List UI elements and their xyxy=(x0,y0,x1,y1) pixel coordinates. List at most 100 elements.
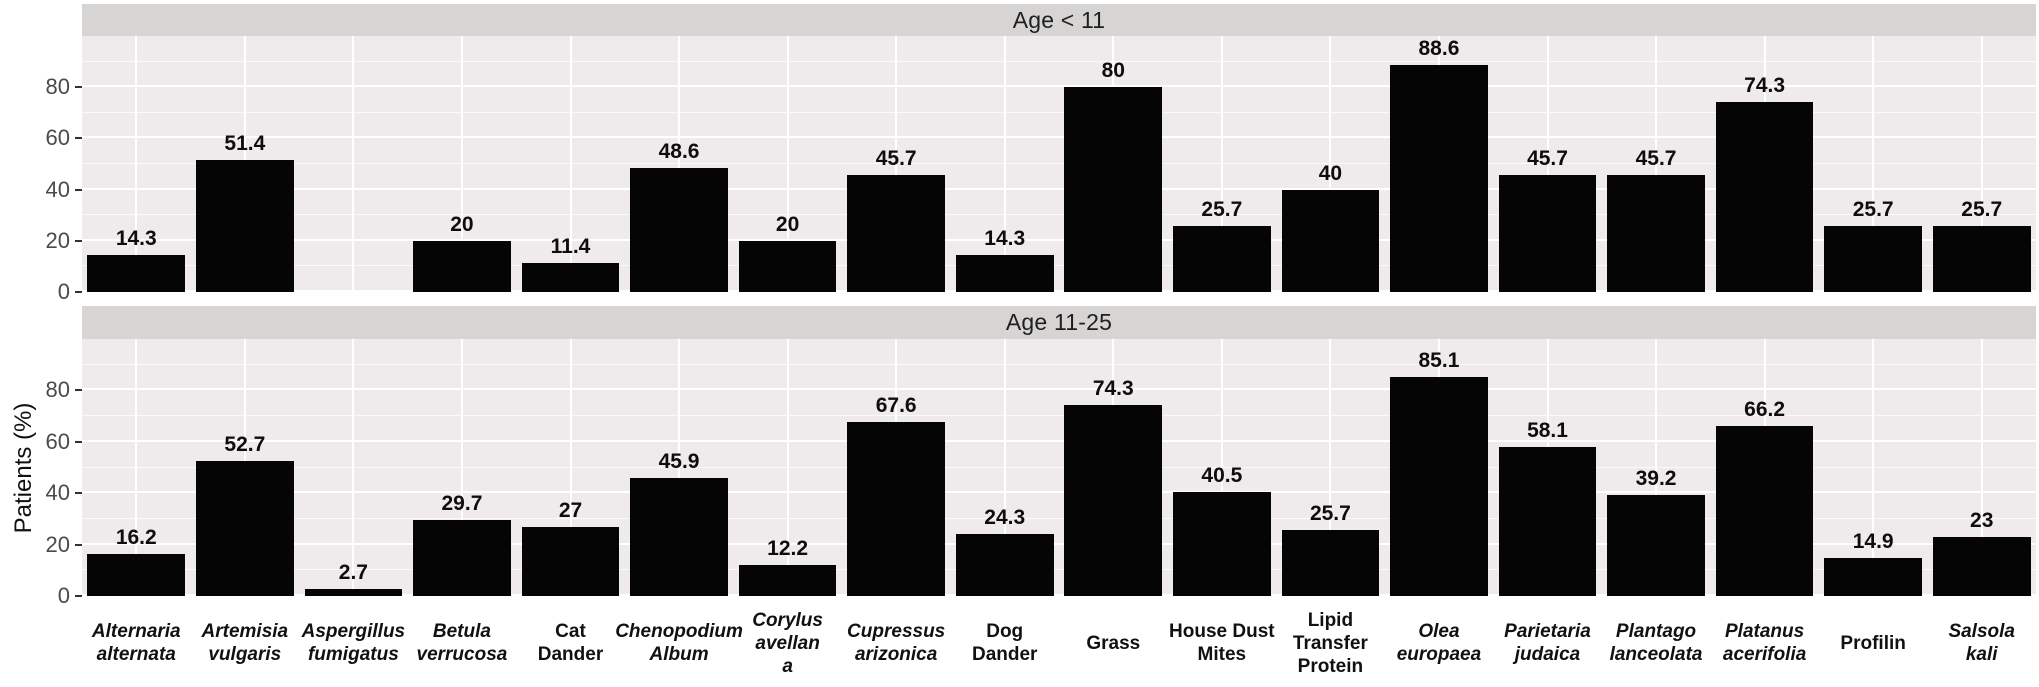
y-tick-mark xyxy=(75,86,82,89)
y-tick-mark xyxy=(75,239,82,242)
x-category-label-line: Salsola xyxy=(1948,621,2015,642)
gridline-v xyxy=(1220,36,1223,292)
x-category-label-line: Dander xyxy=(537,644,604,665)
bar-value-label: 40 xyxy=(1318,161,1343,185)
x-category-label-line: Alternaria xyxy=(91,621,181,642)
bar xyxy=(738,564,837,596)
x-category-label-line: Lipid xyxy=(1307,609,1354,631)
bar-value-label: 2.7 xyxy=(338,561,368,585)
bar-value-label: 12.2 xyxy=(767,536,809,560)
y-tick-mark xyxy=(75,291,82,293)
x-category-label-line: Aspergillus xyxy=(301,621,406,642)
x-category-label-line: alternata xyxy=(96,644,176,665)
x-category-label-line: Dander xyxy=(971,644,1038,665)
gridline-v xyxy=(1655,339,1658,596)
facet-strip: Age < 11 xyxy=(82,4,2036,36)
x-category-label: Parietaria judaica xyxy=(1493,602,1602,684)
gridline-h-major xyxy=(82,85,2036,88)
bar-value-label: 45.7 xyxy=(1635,147,1677,171)
y-tick-mark xyxy=(75,389,82,392)
gridline-v xyxy=(1980,36,1983,292)
bar xyxy=(847,175,945,292)
bar-value-label: 16.2 xyxy=(115,526,157,550)
bar xyxy=(87,255,186,292)
x-category-label-line: avellan xyxy=(755,632,820,654)
x-category-label-line: vulgaris xyxy=(208,644,282,665)
bar-value-label: 45.7 xyxy=(1527,147,1568,171)
y-tick-mark xyxy=(75,188,82,191)
bar xyxy=(413,240,511,292)
bar xyxy=(1932,536,2031,596)
y-tick-mark xyxy=(75,492,82,495)
x-category-label-line: europaea xyxy=(1396,644,1482,665)
bar-value-label: 40.5 xyxy=(1201,463,1243,487)
bar xyxy=(521,526,620,596)
gridline-h-minor xyxy=(82,415,2036,417)
gridline-v xyxy=(460,36,463,292)
x-category-label-line: Profilin xyxy=(1840,632,1906,654)
bar xyxy=(1172,226,1271,292)
y-tick-mark xyxy=(75,440,82,443)
x-category-label-line: Cupressus xyxy=(847,621,946,642)
x-category-label-line: Olea xyxy=(1418,621,1460,642)
y-tick-label: 20 xyxy=(45,531,70,557)
x-category-label-line: verrucosa xyxy=(416,644,508,665)
bar-value-label: 67.6 xyxy=(875,394,917,418)
x-category-label-line: Betula xyxy=(432,621,491,642)
x-category-label-line: Dog xyxy=(986,621,1024,642)
bar xyxy=(847,422,945,596)
gridline-h-major xyxy=(82,290,2036,292)
bar xyxy=(1715,425,1814,596)
x-category-label-line: kali xyxy=(1965,644,1998,665)
gridline-v xyxy=(678,339,681,596)
bar-value-label: 25.7 xyxy=(1201,198,1243,222)
gridline-h-minor xyxy=(82,265,2036,267)
facet-strip-title: Age < 11 xyxy=(1012,6,1106,33)
y-tick-label: 60 xyxy=(45,428,70,454)
gridline-v xyxy=(1329,339,1332,596)
x-category-label-line: Parietaria xyxy=(1504,621,1591,642)
bar xyxy=(1715,101,1814,292)
gridline-h-major xyxy=(82,439,2036,442)
x-category-label-line: Transfer xyxy=(1292,632,1368,654)
bar xyxy=(413,519,511,596)
gridline-v xyxy=(678,36,681,292)
bar-value-label: 39.2 xyxy=(1635,467,1677,491)
gridline-h-major xyxy=(82,187,2036,190)
x-category-label: Lipid Transfer Protein xyxy=(1276,602,1385,684)
gridline-h-minor xyxy=(82,517,2036,519)
bar-value-label: 29.7 xyxy=(441,491,483,515)
plot-panel: 14.3 51.4 20 11.4 48.6 20 45.7 14.3 80 25.7 40 88.6… xyxy=(82,36,2036,292)
gridline-v xyxy=(352,36,355,292)
gridline-v xyxy=(1003,339,1006,596)
gridline-h-minor xyxy=(82,214,2036,216)
y-tick-mark xyxy=(75,543,82,546)
bar xyxy=(630,167,728,292)
x-category-label: Salsola kali xyxy=(1927,602,2036,684)
facet-strip: Age 11-25 xyxy=(82,306,2036,339)
x-category-label: Cupressus arizonica xyxy=(842,602,951,684)
gridline-h-major xyxy=(82,238,2036,241)
x-category-label: Olea europaea xyxy=(1385,602,1494,684)
bar-value-label: 25.7 xyxy=(1309,501,1351,525)
bar-value-label: 20 xyxy=(775,212,800,236)
x-category-label: Alternaria alternata xyxy=(82,602,191,684)
bar xyxy=(521,262,620,292)
y-tick-mark xyxy=(75,137,82,140)
gridline-h-minor xyxy=(82,466,2036,468)
x-category-label: Aspergillus fumigatus xyxy=(299,602,408,684)
bar xyxy=(1498,446,1597,596)
x-category-label: Betula verrucosa xyxy=(408,602,517,684)
x-category-label: Chenopodium Album xyxy=(615,602,743,684)
x-category-label: House Dust Mites xyxy=(1168,602,1277,684)
bar xyxy=(195,460,294,596)
x-category-label-line: Platanus xyxy=(1725,621,1805,642)
gridline-h-minor xyxy=(82,163,2036,164)
bar-value-label: 66.2 xyxy=(1744,397,1786,421)
bar-value-label: 80 xyxy=(1101,59,1125,83)
y-tick-mark xyxy=(75,595,82,597)
bar-value-label: 51.4 xyxy=(224,132,266,156)
x-category-label-line: Artemisia xyxy=(201,621,289,642)
bar xyxy=(1281,529,1380,596)
bar xyxy=(304,589,403,596)
